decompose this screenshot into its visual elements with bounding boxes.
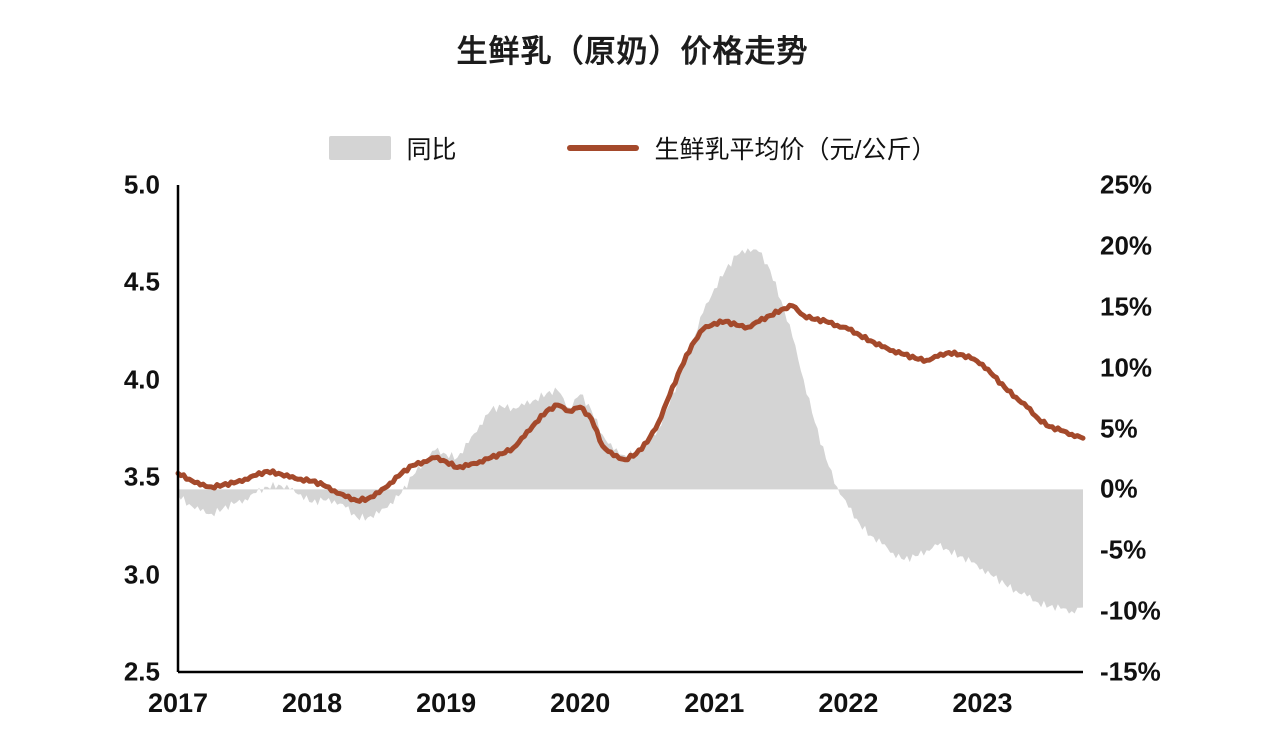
right-axis-tick: -5% [1100,534,1147,565]
chart-title: 生鲜乳（原奶）价格走势 [456,34,809,69]
price-line-series [175,302,1086,504]
legend-label-price: 生鲜乳平均价（元/公斤） [654,136,937,164]
left-axis-tick: 5.0 [123,169,160,200]
legend: 同比 生鲜乳平均价（元/公斤） [0,130,1265,166]
x-axis-tick: 2019 [416,688,477,718]
x-axis-tick: 2017 [147,688,209,718]
left-axis-tick: 4.0 [123,364,160,395]
legend-item-yoy: 同比 [328,130,457,166]
right-axis-tick: 0% [1100,473,1138,504]
right-axis-tick: 25% [1100,169,1153,200]
right-axis-tick: -15% [1100,656,1161,687]
x-axis-tick: 2023 [952,688,1013,718]
right-axis-tick: 10% [1100,352,1153,383]
yoy-area-swatch [328,136,391,160]
yoy-area-series [178,248,1083,614]
price-line-swatch [566,145,639,151]
x-axis-tick: 2022 [818,688,879,718]
x-axis-tick: 2021 [684,688,745,718]
left-axis-tick: 3.5 [123,461,160,492]
right-axis-tick: -10% [1100,595,1161,626]
left-axis-tick: 4.5 [123,266,160,297]
right-axis-tick: 20% [1100,230,1153,261]
left-axis-tick: 2.5 [123,656,160,687]
left-axis-tick: 3.0 [123,559,160,590]
right-axis-tick: 5% [1100,413,1138,443]
x-axis-tick: 2020 [550,688,611,718]
legend-item-price: 生鲜乳平均价（元/公斤） [566,130,937,166]
legend-label-yoy: 同比 [406,136,457,164]
right-axis-tick: 15% [1100,291,1153,322]
x-axis-tick: 2018 [282,688,343,718]
